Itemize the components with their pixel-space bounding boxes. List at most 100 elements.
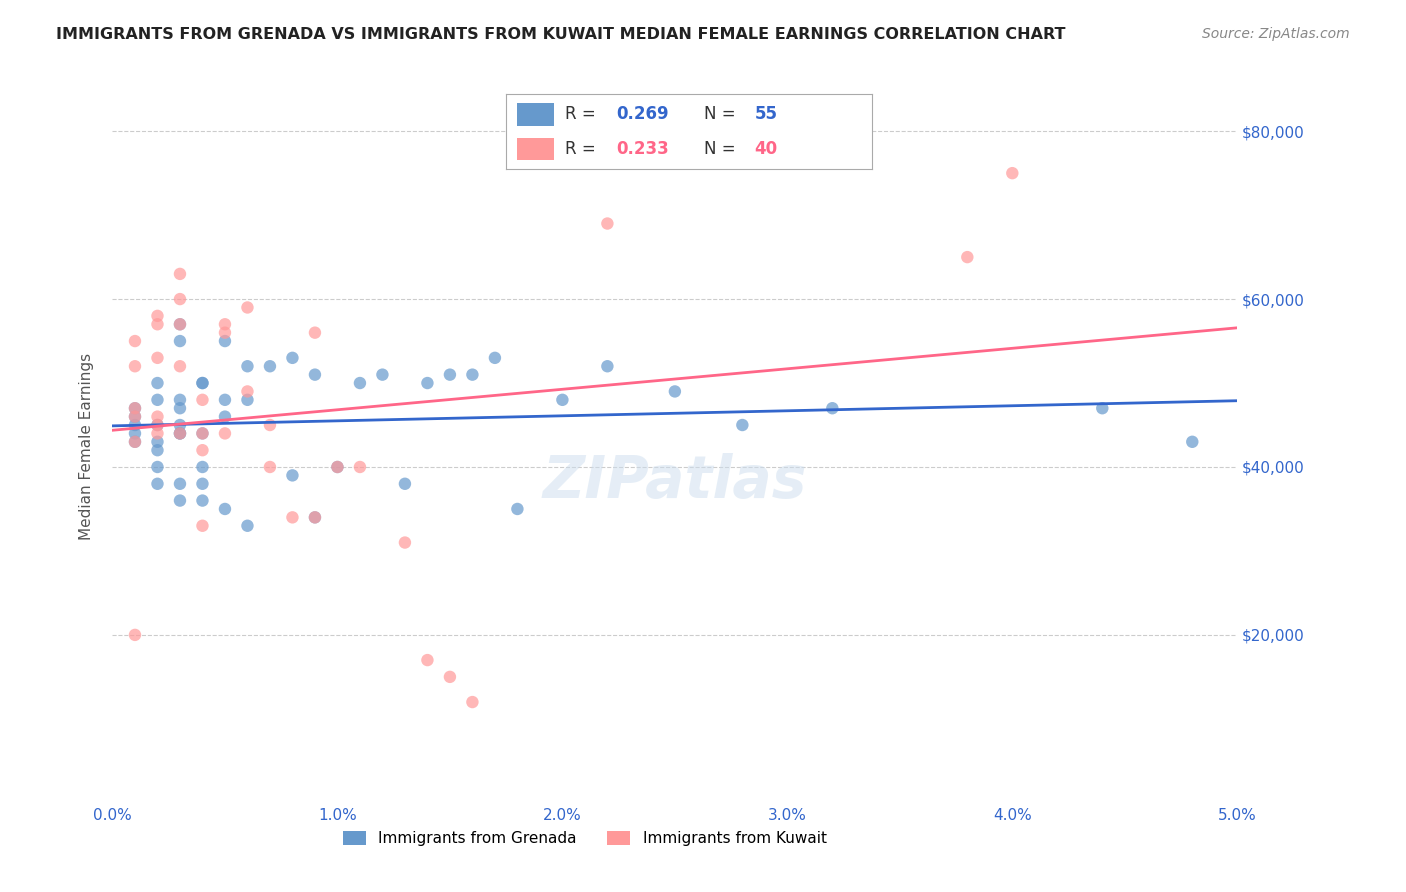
Point xyxy=(169,392,191,407)
Point xyxy=(169,426,191,441)
Point xyxy=(551,392,574,407)
Point xyxy=(191,518,214,533)
Point xyxy=(281,510,304,524)
Point xyxy=(169,359,191,374)
Point xyxy=(259,359,281,374)
Point xyxy=(259,460,281,475)
Text: N =: N = xyxy=(703,140,741,158)
Point xyxy=(281,468,304,483)
Point xyxy=(281,351,304,365)
Point xyxy=(214,409,236,424)
Point xyxy=(191,426,214,441)
Point xyxy=(124,434,146,449)
Point xyxy=(821,401,844,416)
Point xyxy=(169,318,191,332)
Legend: Immigrants from Grenada, Immigrants from Kuwait: Immigrants from Grenada, Immigrants from… xyxy=(337,825,832,852)
Text: 55: 55 xyxy=(755,105,778,123)
Point xyxy=(191,493,214,508)
Point xyxy=(214,318,236,332)
Point xyxy=(439,670,461,684)
Text: 40: 40 xyxy=(755,140,778,158)
Point xyxy=(236,359,259,374)
FancyBboxPatch shape xyxy=(517,137,554,161)
Point xyxy=(236,384,259,399)
Point xyxy=(371,368,394,382)
Point xyxy=(304,368,326,382)
Point xyxy=(169,318,191,332)
Point xyxy=(124,409,146,424)
Point xyxy=(191,376,214,390)
Point xyxy=(1181,434,1204,449)
Y-axis label: Median Female Earnings: Median Female Earnings xyxy=(79,352,94,540)
Point xyxy=(124,359,146,374)
Point xyxy=(169,426,191,441)
Point xyxy=(169,267,191,281)
Point xyxy=(191,392,214,407)
Point xyxy=(124,334,146,348)
Point xyxy=(214,334,236,348)
Text: Source: ZipAtlas.com: Source: ZipAtlas.com xyxy=(1202,27,1350,41)
Point xyxy=(416,376,439,390)
FancyBboxPatch shape xyxy=(517,103,554,126)
Point xyxy=(191,476,214,491)
Point xyxy=(146,392,169,407)
Point xyxy=(169,417,191,432)
Point xyxy=(169,493,191,508)
Text: R =: R = xyxy=(565,140,600,158)
Point xyxy=(146,476,169,491)
Point xyxy=(326,460,349,475)
Point xyxy=(236,301,259,315)
Point xyxy=(191,426,214,441)
Text: N =: N = xyxy=(703,105,741,123)
Point xyxy=(146,376,169,390)
Point xyxy=(169,401,191,416)
Point xyxy=(146,434,169,449)
Point xyxy=(124,434,146,449)
Point xyxy=(461,695,484,709)
Point xyxy=(349,376,371,390)
Point xyxy=(304,510,326,524)
Point xyxy=(146,409,169,424)
Point xyxy=(326,460,349,475)
Point xyxy=(259,417,281,432)
Point xyxy=(146,318,169,332)
Text: ZIPatlas: ZIPatlas xyxy=(543,453,807,510)
Point xyxy=(146,417,169,432)
Point xyxy=(146,417,169,432)
Point xyxy=(124,426,146,441)
Point xyxy=(124,401,146,416)
Point xyxy=(1001,166,1024,180)
Text: 0.269: 0.269 xyxy=(616,105,668,123)
Point xyxy=(214,426,236,441)
Point xyxy=(1091,401,1114,416)
Point xyxy=(416,653,439,667)
Point xyxy=(731,417,754,432)
Point xyxy=(394,535,416,549)
Point xyxy=(191,443,214,458)
Point xyxy=(146,309,169,323)
Point xyxy=(214,392,236,407)
Point xyxy=(124,628,146,642)
Point xyxy=(214,502,236,516)
Point xyxy=(169,292,191,306)
Point xyxy=(596,217,619,231)
Point xyxy=(304,510,326,524)
Point xyxy=(394,476,416,491)
Point xyxy=(191,376,214,390)
Point xyxy=(484,351,506,365)
Point xyxy=(236,392,259,407)
Point xyxy=(124,401,146,416)
Point xyxy=(596,359,619,374)
Point xyxy=(169,426,191,441)
Point xyxy=(461,368,484,382)
Point xyxy=(439,368,461,382)
Point xyxy=(506,502,529,516)
Point xyxy=(124,417,146,432)
Point xyxy=(664,384,686,399)
Point xyxy=(236,518,259,533)
Point xyxy=(124,409,146,424)
Point xyxy=(956,250,979,264)
Point xyxy=(169,476,191,491)
Point xyxy=(146,351,169,365)
Text: R =: R = xyxy=(565,105,600,123)
